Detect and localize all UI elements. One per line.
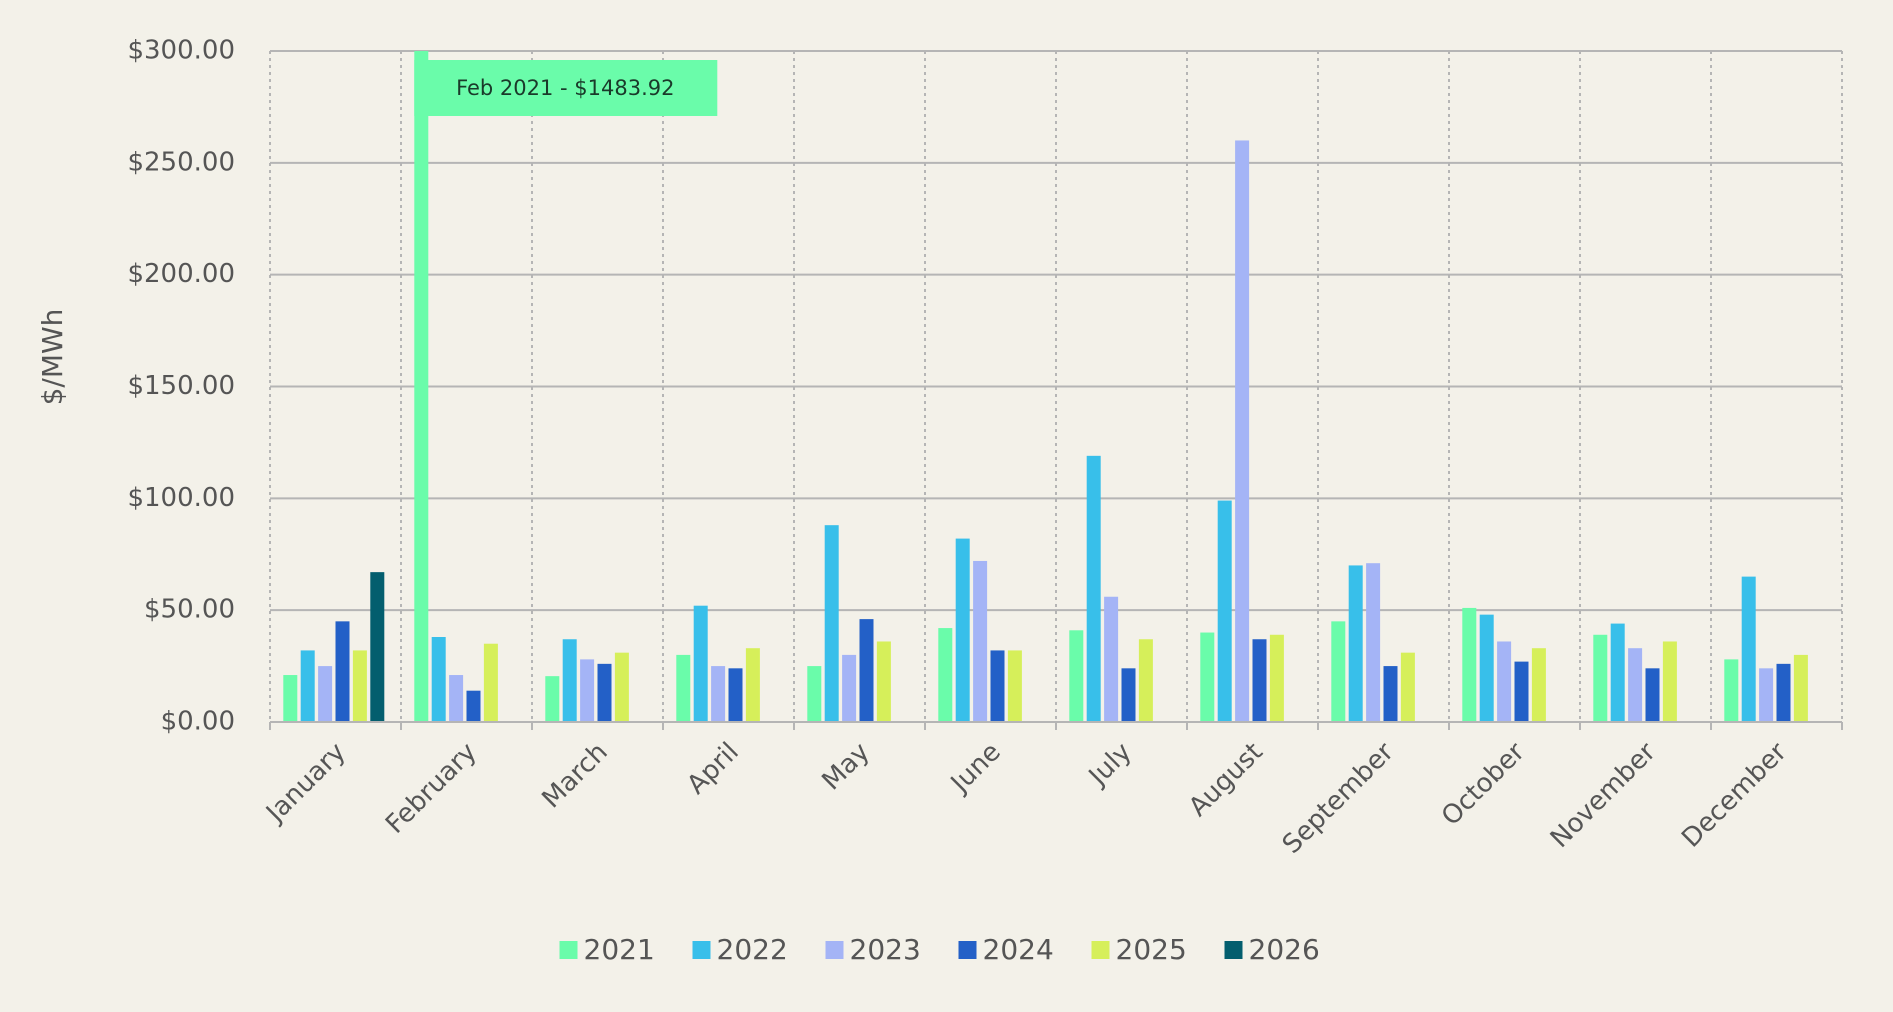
legend-label: 2024 xyxy=(983,933,1054,966)
bar xyxy=(1235,140,1250,722)
bar xyxy=(483,643,498,722)
bar xyxy=(955,538,970,722)
bar xyxy=(1331,621,1346,722)
legend-swatch xyxy=(958,941,977,959)
bar xyxy=(859,619,874,722)
x-tick-label: May xyxy=(817,737,876,796)
bar xyxy=(1514,661,1529,722)
bar xyxy=(580,659,595,722)
bar xyxy=(335,621,350,722)
bar xyxy=(1741,576,1756,722)
bar xyxy=(1383,666,1398,722)
annotation-box xyxy=(414,60,718,116)
y-tick-label: $200.00 xyxy=(127,259,235,289)
bar xyxy=(431,637,446,722)
x-tick-label: November xyxy=(1545,737,1662,854)
y-tick-label: $250.00 xyxy=(127,147,235,177)
y-tick-label: $100.00 xyxy=(127,483,235,513)
bar xyxy=(414,51,429,722)
bar xyxy=(1479,614,1494,722)
annotation: Feb 2021 - $1483.92 xyxy=(456,76,674,100)
bar xyxy=(1069,630,1084,722)
x-tick-label: September xyxy=(1277,737,1400,860)
legend-label: 2025 xyxy=(1116,933,1187,966)
y-tick-label: $0.00 xyxy=(161,707,235,737)
bar xyxy=(1724,659,1739,722)
bar xyxy=(449,675,464,722)
bar xyxy=(1593,634,1608,722)
legend-swatch xyxy=(692,941,711,959)
bar xyxy=(1793,654,1808,722)
y-tick-label: $300.00 xyxy=(127,36,235,66)
bar xyxy=(1252,639,1267,722)
bar xyxy=(1531,648,1546,722)
bar xyxy=(1759,668,1774,722)
bar xyxy=(318,666,333,722)
bar xyxy=(990,650,1005,722)
bars xyxy=(283,51,1808,722)
bar xyxy=(1348,565,1363,722)
bar xyxy=(1269,634,1284,722)
y-tick-label: $150.00 xyxy=(127,371,235,401)
bar xyxy=(676,654,691,722)
legend-label: 2026 xyxy=(1249,933,1320,966)
x-tick-label: July xyxy=(1082,737,1138,793)
bar xyxy=(1662,641,1677,722)
x-tick-label: March xyxy=(536,737,613,814)
bar xyxy=(1121,668,1136,722)
bar xyxy=(973,560,988,722)
y-tick-label: $50.00 xyxy=(144,595,235,625)
legend-swatch xyxy=(559,941,578,959)
bar xyxy=(842,654,857,722)
bar xyxy=(711,666,726,722)
x-tick-label: December xyxy=(1676,737,1793,854)
x-tick-label: October xyxy=(1436,737,1531,832)
bar xyxy=(728,668,743,722)
bar xyxy=(1007,650,1022,722)
bar xyxy=(300,650,315,722)
legend-label: 2022 xyxy=(717,933,788,966)
bar xyxy=(370,572,385,722)
x-tick-label: August xyxy=(1183,737,1269,823)
bar xyxy=(745,648,760,722)
bar xyxy=(1200,632,1215,722)
legend-swatch xyxy=(825,941,844,959)
bar xyxy=(1217,500,1232,722)
bar xyxy=(1366,563,1381,722)
bar xyxy=(938,628,953,722)
y-axis-label: $/MWh xyxy=(36,309,69,406)
bar xyxy=(1610,623,1625,722)
x-tick-label: February xyxy=(380,737,483,840)
bar xyxy=(1776,663,1791,722)
bar xyxy=(614,652,629,722)
bar xyxy=(1462,607,1477,722)
bar xyxy=(597,663,612,722)
bar xyxy=(1104,596,1119,722)
bar xyxy=(1628,648,1643,722)
bar xyxy=(1400,652,1415,722)
bar xyxy=(1138,639,1153,722)
bar xyxy=(352,650,367,722)
bar xyxy=(693,605,708,722)
x-tick-label: April xyxy=(682,737,745,800)
x-tick-label: June xyxy=(944,737,1007,800)
bar xyxy=(1645,668,1660,722)
x-tick-label: January xyxy=(259,737,351,829)
bar xyxy=(824,525,839,722)
bar xyxy=(1497,641,1512,722)
legend-label: 2023 xyxy=(850,933,921,966)
bar xyxy=(545,676,560,722)
legend-swatch xyxy=(1224,941,1243,959)
bar xyxy=(807,666,822,722)
bar xyxy=(876,641,891,722)
bar xyxy=(562,639,577,722)
legend-swatch xyxy=(1091,941,1110,959)
bar xyxy=(466,690,481,722)
bar xyxy=(1086,455,1101,722)
legend-label: 2021 xyxy=(584,933,655,966)
bar xyxy=(283,675,298,722)
